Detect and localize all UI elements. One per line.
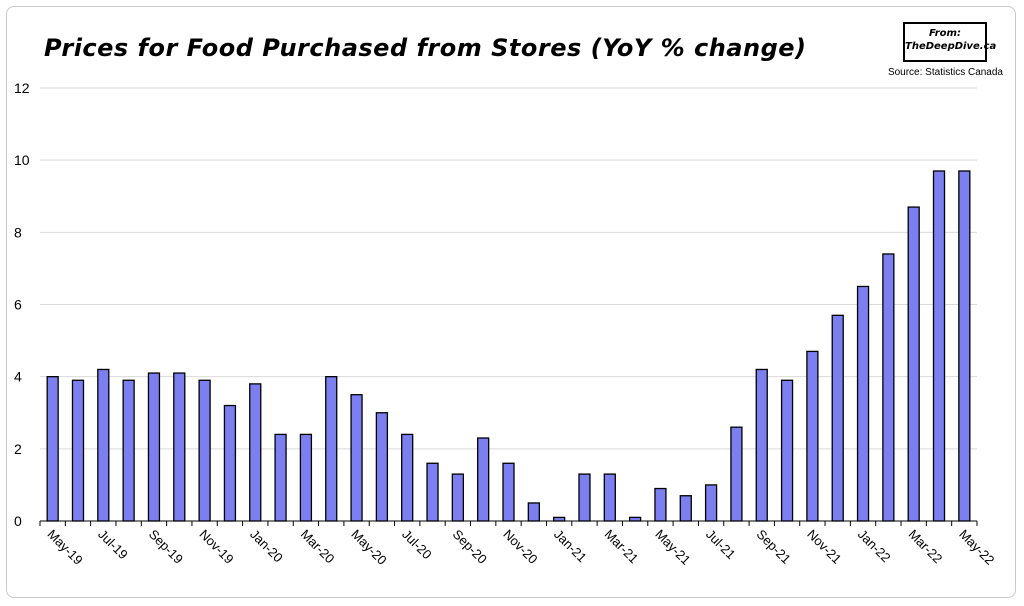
y-tick-label: 10 (14, 152, 30, 168)
x-tick-label: Jul-19 (95, 527, 131, 563)
bar-Apr-22 (932, 170, 946, 522)
x-tick-label: Nov-19 (196, 527, 236, 567)
x-tick-label: May-19 (45, 527, 86, 568)
y-tick-label: 0 (14, 513, 22, 529)
x-tick-label: Sep-19 (146, 527, 186, 567)
bar-Nov-19 (198, 379, 211, 522)
y-tick-label: 4 (14, 369, 22, 385)
x-tick-label: Sep-20 (450, 527, 490, 567)
bar-May-19 (46, 376, 59, 522)
bar-Oct-21 (780, 379, 794, 522)
bar-Jul-20 (401, 433, 414, 522)
x-tick-label: May-21 (652, 527, 693, 568)
bar-Mar-22 (907, 206, 920, 522)
bar-Apr-20 (325, 376, 338, 522)
y-tick-label: 12 (14, 80, 30, 96)
x-tick-label: Jan-21 (551, 527, 590, 566)
bar-Sep-21 (755, 368, 768, 522)
bar-May-21 (654, 487, 667, 522)
y-tick-label: 8 (14, 224, 22, 240)
bar-Aug-21 (730, 426, 743, 522)
bar-May-20 (350, 394, 363, 522)
bar-Jun-21 (679, 495, 692, 522)
bar-Nov-20 (502, 462, 515, 522)
bar-Jul-19 (97, 368, 110, 522)
bar-Sep-19 (147, 372, 161, 522)
bar-Jan-22 (856, 285, 870, 522)
bar-May-22 (958, 170, 971, 522)
brand-site: TheDeepDive.ca (905, 41, 997, 52)
brand-logo: From: TheDeepDive.ca (903, 22, 997, 62)
bar-Aug-19 (122, 379, 135, 522)
x-tick-label: Jul-21 (703, 527, 739, 563)
bar-Dec-19 (223, 404, 237, 522)
bar-Oct-19 (173, 372, 186, 522)
y-tick-label: 6 (14, 297, 22, 313)
bar-Mar-21 (603, 473, 616, 522)
bar-Jan-21 (552, 516, 566, 522)
x-tick-label: Mar-21 (602, 527, 642, 567)
bar-Feb-21 (578, 473, 591, 522)
bar-Jan-20 (249, 383, 262, 522)
bar-Jul-21 (704, 484, 718, 522)
brand-from: From: (929, 28, 961, 39)
x-tick-label: May-20 (348, 527, 389, 568)
bar-Aug-20 (426, 462, 439, 522)
x-tick-label: Nov-20 (500, 527, 540, 567)
bar-Jun-20 (375, 412, 389, 522)
x-tick-label: Jan-20 (247, 527, 286, 566)
bar-Mar-20 (299, 433, 313, 522)
x-tick-label: Mar-20 (298, 527, 338, 567)
x-tick-label: May-22 (956, 527, 997, 568)
x-tick-label: Jul-20 (399, 527, 435, 563)
x-tick-label: Nov-21 (804, 527, 844, 567)
bar-Nov-21 (806, 350, 819, 522)
bar-Feb-20 (274, 433, 287, 522)
bar-Jun-19 (71, 379, 85, 522)
bar-Sep-20 (451, 473, 465, 522)
bar-Dec-20 (527, 502, 540, 522)
x-tick-label: Mar-22 (906, 527, 946, 567)
x-tick-label: Jan-22 (855, 527, 894, 566)
x-tick-label: Sep-21 (754, 527, 794, 567)
bar-Apr-21 (628, 516, 642, 522)
y-tick-label: 2 (14, 441, 22, 457)
bar-Oct-20 (477, 437, 490, 522)
source-note: Source: Statistics Canada (887, 67, 1003, 78)
bar-Dec-21 (831, 314, 844, 522)
bar-Feb-22 (882, 253, 895, 522)
chart-title: Prices for Food Purchased from Stores (Y… (44, 34, 807, 62)
